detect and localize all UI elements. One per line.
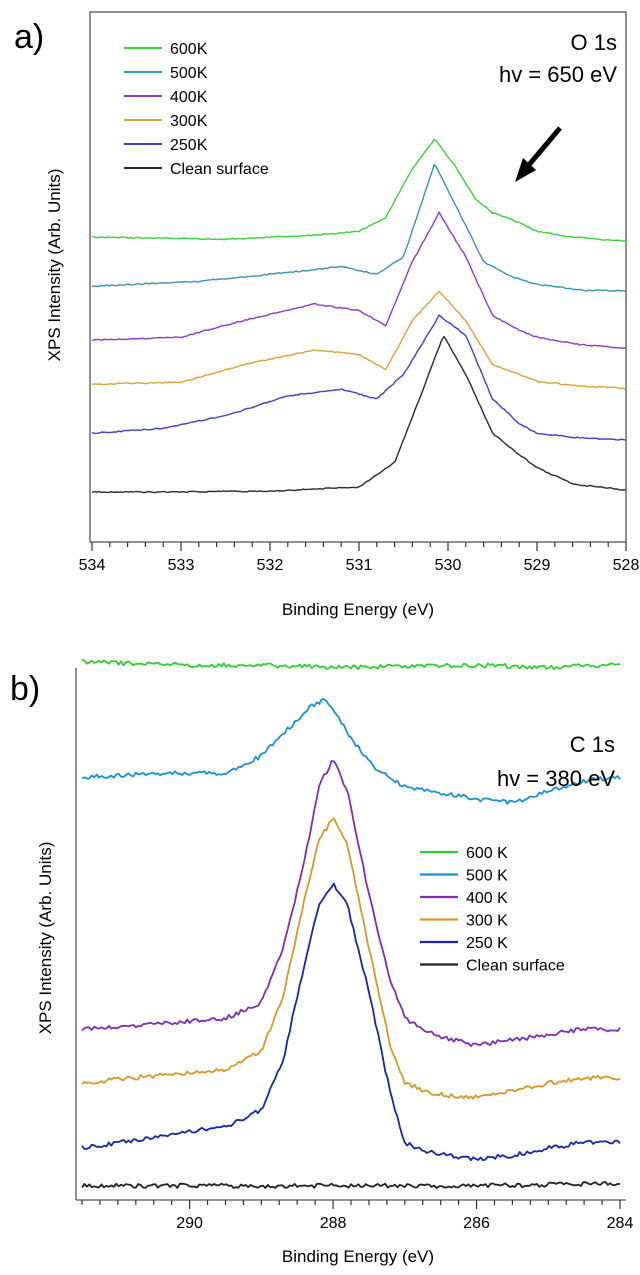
legend-entry-label: Clean surface (466, 958, 565, 975)
legend-entry-label: 600K (170, 41, 208, 58)
panel-a-o1s: a) 534 533 532 531 530 529 528 Binding Energy … (14, 11, 640, 619)
panel-b-x-axis-title: Binding Energy (eV) (282, 1247, 434, 1266)
legend-entry-label: Clean surface (170, 161, 269, 178)
series-line-clean-surface (81, 1181, 621, 1189)
x-tick-label: 531 (346, 557, 373, 574)
legend-entry-label: 300K (170, 113, 208, 130)
panel-b-series (81, 658, 621, 1189)
series-line-400k (91, 211, 627, 349)
panel-a-x-ticks: 534 533 532 531 530 529 528 (79, 542, 640, 574)
legend-entry-label: 250K (170, 137, 208, 154)
panel-a-series (91, 138, 627, 494)
legend-entry-label: 250 K (466, 935, 508, 952)
panel-b-c1s: b) 290 288 286 284 Binding Energy (eV) XPS … (10, 658, 634, 1266)
series-line-250k (91, 314, 627, 441)
x-tick-label: 532 (257, 557, 284, 574)
x-tick-label: 529 (524, 557, 551, 574)
legend-entry-label: 400 K (466, 890, 508, 907)
legend-entry-label: 400K (170, 89, 208, 106)
x-tick-label: 288 (320, 1215, 347, 1232)
panel-b-annotation-line2: hv = 380 eV (497, 766, 615, 791)
panel-a-y-axis-title: XPS Intensity (Arb. Units) (45, 169, 64, 362)
x-tick-label: 290 (176, 1215, 203, 1232)
panel-a-x-axis-title: Binding Energy (eV) (282, 600, 434, 619)
series-line-500k (91, 163, 627, 293)
panel-b-annotation-line1: C 1s (570, 732, 615, 757)
panel-a-annotation-line2: hv = 650 eV (499, 62, 617, 87)
x-tick-label: 528 (613, 557, 640, 574)
series-line-300k (91, 290, 627, 390)
panel-b-legend: 600 K 500 K 400 K 300 K 250 K Clean surface (420, 845, 565, 975)
legend-entry-label: 500 K (466, 868, 508, 885)
series-line-clean-surface (91, 335, 627, 494)
x-tick-label: 530 (435, 557, 462, 574)
series-line-600k (91, 138, 627, 242)
legend-entry-label: 600 K (466, 845, 508, 862)
panel-a-arrow (515, 126, 562, 182)
legend-entry-label: 300 K (466, 913, 508, 930)
x-tick-label: 533 (168, 557, 195, 574)
series-line-300-k (81, 817, 621, 1100)
series-line-250-k (81, 882, 621, 1162)
panel-b-x-ticks: 290 288 286 284 (81, 1200, 634, 1232)
series-line-600-k (81, 658, 621, 671)
panel-a-label: a) (14, 18, 44, 56)
x-tick-label: 286 (463, 1215, 490, 1232)
panel-a-legend: 600K 500K 400K 300K 250K Clean surface (124, 41, 269, 178)
panel-b-y-axis-title: XPS Intensity (Arb. Units) (36, 842, 55, 1035)
series-line-500-k (81, 698, 621, 805)
panel-b-label: b) (10, 670, 40, 708)
x-tick-label: 534 (79, 557, 106, 574)
panel-a-annotation-line1: O 1s (571, 30, 617, 55)
series-line-400-k (81, 760, 621, 1047)
legend-entry-label: 500K (170, 65, 208, 82)
panel-a-plot-frame (89, 11, 627, 543)
x-tick-label: 284 (607, 1215, 634, 1232)
